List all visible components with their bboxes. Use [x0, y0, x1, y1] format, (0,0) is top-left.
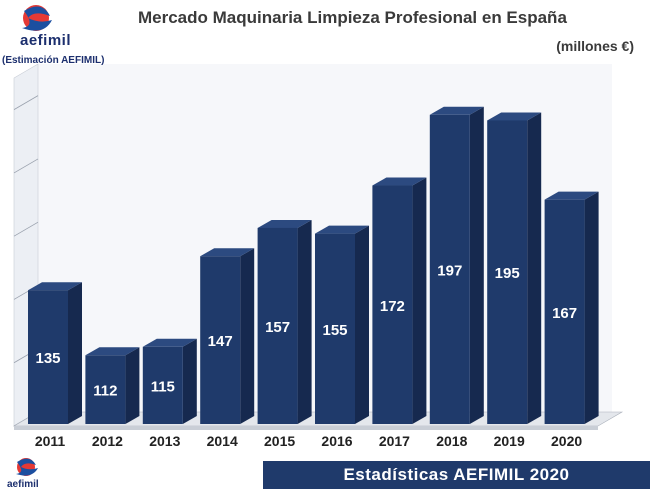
bar-side-2015	[297, 219, 312, 424]
estimation-note: (Estimación AEFIMIL)	[2, 55, 105, 66]
plot-floor-edge	[14, 426, 598, 430]
logo-text: aefimil	[20, 32, 72, 49]
gridline-diagonal	[13, 158, 39, 174]
bar-side-2012	[125, 347, 140, 424]
x-tick-label-2016: 2016	[321, 433, 352, 449]
bar-2011	[28, 290, 68, 424]
data-label-2018: 197	[437, 262, 462, 279]
bar-2017	[372, 185, 413, 424]
bar-2013	[142, 346, 183, 424]
chart-title: Mercado Maquinaria Limpieza Profesional …	[138, 8, 567, 27]
data-label-2016: 155	[322, 322, 347, 339]
data-label-2012: 112	[93, 383, 117, 400]
gridline-diagonal	[13, 95, 39, 110]
bar-side-2018	[469, 106, 484, 424]
x-tick-label-2018: 2018	[436, 433, 467, 449]
aefimil-logo	[22, 5, 52, 31]
bar-2020	[544, 199, 585, 424]
bar-2015	[257, 227, 298, 424]
data-label-2019: 195	[495, 265, 520, 282]
data-label-2011: 135	[35, 350, 60, 367]
bar-top-2011	[28, 282, 82, 291]
data-label-2020: 167	[552, 305, 577, 322]
data-label-2014: 147	[208, 333, 233, 350]
bar-2012	[85, 355, 126, 424]
bar-side-2016	[355, 225, 369, 424]
chart-unit: (millones €)	[556, 38, 634, 54]
bar-top-2014	[200, 248, 255, 257]
bar-side-2017	[412, 177, 427, 424]
bar-side-2011	[68, 282, 82, 424]
gridline-diagonal	[13, 221, 39, 237]
bar-2018	[429, 114, 470, 424]
bar-top-2018	[429, 106, 484, 115]
bar-side-2013	[182, 338, 197, 424]
bar-side-2019	[527, 112, 542, 424]
bar-side-2020	[584, 191, 599, 424]
bar-2016	[315, 233, 355, 424]
x-tick-label-2013: 2013	[149, 433, 180, 449]
x-tick-label-2014: 2014	[207, 433, 238, 449]
bar-top-2013	[142, 338, 197, 347]
x-tick-label-2017: 2017	[379, 433, 410, 449]
bar-2019	[487, 120, 528, 424]
bar-top-2015	[257, 219, 312, 228]
svg-text:aefimil: aefimil	[7, 479, 39, 490]
x-tick-label-2011: 2011	[35, 433, 66, 449]
bar-top-2017	[372, 177, 427, 186]
bar-top-2012	[85, 347, 140, 356]
footer-logo-icon: aefimil	[7, 458, 39, 490]
x-tick-label-2015: 2015	[264, 433, 295, 449]
x-tick-label-2020: 2020	[551, 433, 582, 449]
bar-side-2014	[240, 248, 255, 424]
bar-top-2016	[315, 225, 369, 234]
data-label-2017: 172	[380, 298, 405, 315]
data-label-2015: 157	[265, 319, 290, 336]
bar-top-2019	[487, 112, 542, 121]
x-tick-label-2019: 2019	[494, 433, 525, 449]
footer-banner: Estadísticas AEFIMIL 2020	[263, 461, 650, 489]
bar-2014	[200, 256, 241, 424]
data-label-2013: 115	[151, 378, 175, 395]
x-tick-label-2012: 2012	[92, 433, 123, 449]
bar-top-2020	[544, 191, 599, 200]
